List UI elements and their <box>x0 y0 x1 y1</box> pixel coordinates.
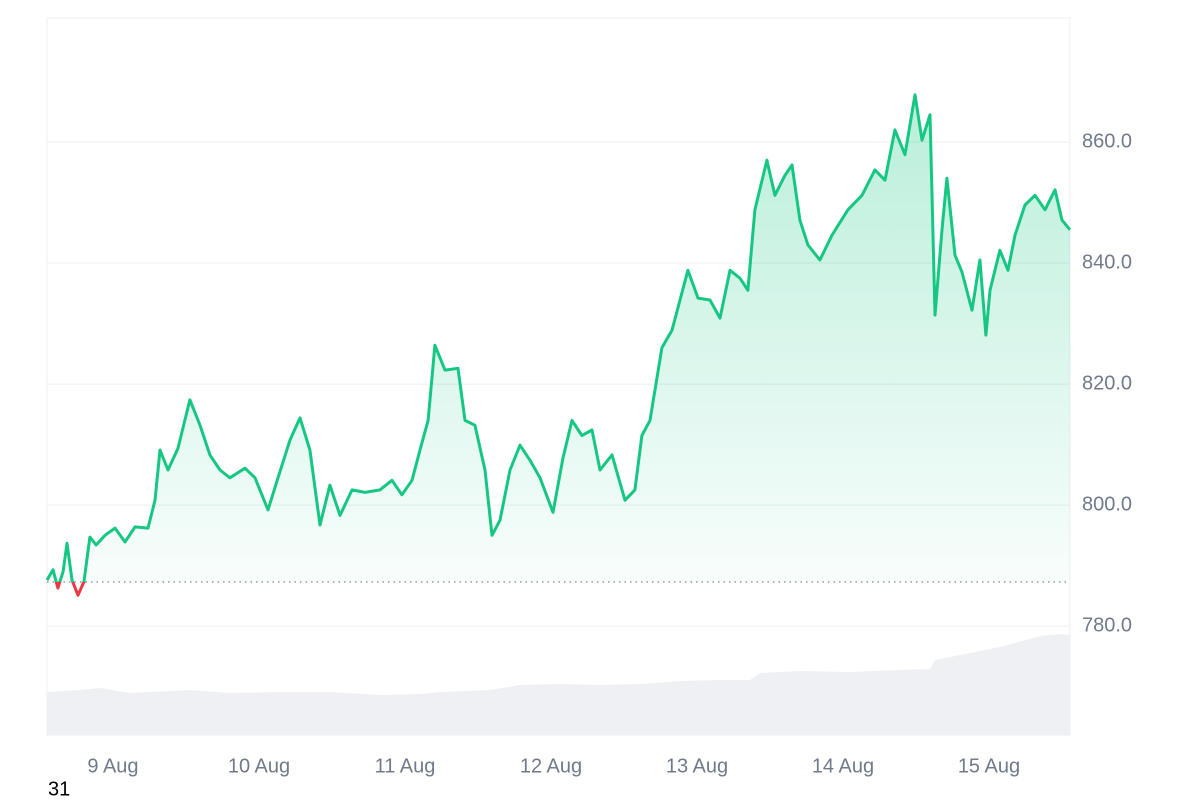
y-tick-label: 780.0 <box>1082 614 1132 636</box>
volume-area <box>47 634 1070 735</box>
footnote: 31 <box>48 778 70 800</box>
y-tick-label: 820.0 <box>1082 372 1132 394</box>
area <box>47 94 1070 582</box>
plot <box>45 93 1072 597</box>
y-tick-label: 800.0 <box>1082 493 1132 515</box>
x-tick-label: 14 Aug <box>812 755 874 777</box>
x-tick-label: 15 Aug <box>958 755 1020 777</box>
price-line <box>45 93 1072 597</box>
x-tick-label: 10 Aug <box>228 755 290 777</box>
x-tick-label: 11 Aug <box>375 755 436 777</box>
x-tick-label: 13 Aug <box>666 755 728 777</box>
y-tick-label: 860.0 <box>1082 130 1132 152</box>
x-tick-label: 12 Aug <box>520 755 582 777</box>
x-tick-label: 9 Aug <box>87 755 138 777</box>
y-tick-label: 840.0 <box>1082 251 1132 273</box>
